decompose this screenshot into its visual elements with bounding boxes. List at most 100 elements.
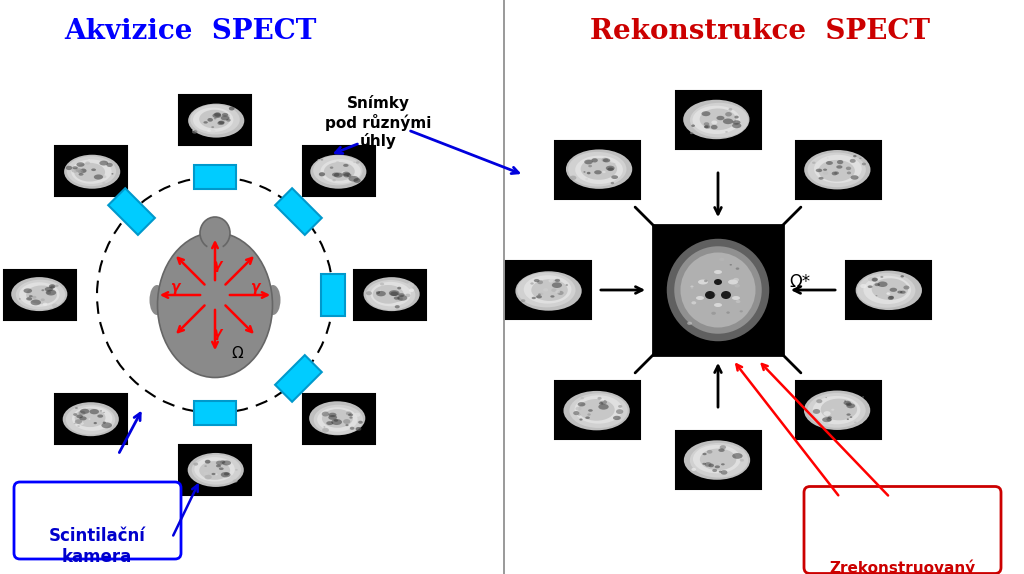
Ellipse shape (521, 299, 525, 302)
Ellipse shape (345, 424, 348, 426)
Ellipse shape (220, 115, 229, 121)
Ellipse shape (324, 426, 326, 428)
Ellipse shape (699, 108, 736, 130)
Ellipse shape (193, 130, 195, 131)
Ellipse shape (728, 108, 732, 111)
Ellipse shape (578, 413, 581, 416)
Ellipse shape (847, 413, 851, 416)
Ellipse shape (102, 182, 105, 184)
Ellipse shape (814, 155, 862, 183)
Ellipse shape (584, 171, 586, 173)
Ellipse shape (19, 298, 20, 300)
Ellipse shape (222, 113, 228, 117)
Ellipse shape (696, 296, 705, 300)
Ellipse shape (106, 163, 113, 167)
Ellipse shape (831, 172, 838, 176)
Bar (555, 381, 640, 439)
Ellipse shape (732, 123, 741, 128)
Ellipse shape (690, 285, 693, 288)
Ellipse shape (599, 402, 603, 405)
Ellipse shape (195, 457, 234, 482)
Ellipse shape (703, 126, 709, 128)
Ellipse shape (555, 290, 560, 293)
Ellipse shape (867, 285, 872, 288)
Ellipse shape (215, 474, 218, 475)
Ellipse shape (218, 121, 224, 124)
Ellipse shape (188, 104, 245, 138)
Ellipse shape (822, 171, 828, 175)
Ellipse shape (844, 401, 846, 402)
Ellipse shape (826, 157, 828, 158)
Ellipse shape (681, 253, 756, 328)
Ellipse shape (900, 275, 904, 277)
Ellipse shape (80, 409, 89, 414)
Ellipse shape (517, 273, 575, 307)
Ellipse shape (348, 176, 358, 181)
Ellipse shape (398, 293, 404, 297)
Ellipse shape (728, 280, 738, 285)
Ellipse shape (860, 284, 866, 288)
Ellipse shape (200, 110, 230, 129)
Ellipse shape (222, 460, 231, 466)
Ellipse shape (355, 161, 359, 164)
Ellipse shape (900, 290, 905, 294)
Ellipse shape (80, 169, 87, 173)
Ellipse shape (204, 472, 209, 475)
Ellipse shape (89, 409, 99, 414)
Ellipse shape (575, 156, 623, 184)
Ellipse shape (691, 468, 696, 471)
Ellipse shape (889, 296, 894, 299)
Ellipse shape (568, 152, 627, 187)
Ellipse shape (699, 448, 736, 470)
Ellipse shape (826, 161, 833, 165)
Ellipse shape (551, 288, 557, 292)
Ellipse shape (73, 413, 78, 416)
Bar (55, 394, 127, 444)
Ellipse shape (348, 413, 353, 416)
Ellipse shape (390, 292, 398, 296)
Ellipse shape (534, 279, 540, 282)
Ellipse shape (667, 239, 769, 342)
Ellipse shape (329, 415, 337, 420)
Ellipse shape (205, 466, 207, 467)
Ellipse shape (194, 463, 198, 466)
Ellipse shape (871, 278, 908, 300)
Ellipse shape (691, 125, 695, 127)
Ellipse shape (736, 121, 741, 124)
Ellipse shape (406, 294, 411, 297)
Ellipse shape (827, 416, 831, 418)
Ellipse shape (732, 120, 740, 125)
Ellipse shape (853, 155, 856, 157)
Ellipse shape (212, 473, 216, 475)
Ellipse shape (227, 115, 230, 117)
Ellipse shape (523, 275, 571, 304)
Ellipse shape (333, 179, 336, 181)
Ellipse shape (11, 277, 68, 311)
Ellipse shape (394, 296, 399, 300)
Ellipse shape (581, 397, 584, 400)
Ellipse shape (211, 126, 214, 128)
Ellipse shape (580, 418, 583, 421)
Ellipse shape (606, 166, 614, 170)
Ellipse shape (831, 409, 835, 411)
Ellipse shape (850, 416, 852, 418)
Ellipse shape (816, 399, 822, 403)
Ellipse shape (103, 412, 104, 413)
Ellipse shape (43, 302, 47, 306)
Ellipse shape (597, 397, 602, 400)
Ellipse shape (847, 404, 855, 408)
Ellipse shape (79, 173, 84, 176)
Ellipse shape (719, 448, 725, 452)
Ellipse shape (342, 172, 350, 176)
Text: γ: γ (212, 258, 222, 272)
Bar (194, 401, 236, 425)
Ellipse shape (726, 312, 730, 314)
Ellipse shape (515, 272, 582, 311)
Ellipse shape (102, 175, 106, 178)
Text: Akvizice  SPECT: Akvizice SPECT (63, 18, 316, 45)
Ellipse shape (79, 411, 86, 416)
Bar (676, 91, 761, 149)
Text: γ: γ (212, 326, 222, 340)
Ellipse shape (613, 416, 621, 420)
Ellipse shape (29, 295, 33, 297)
